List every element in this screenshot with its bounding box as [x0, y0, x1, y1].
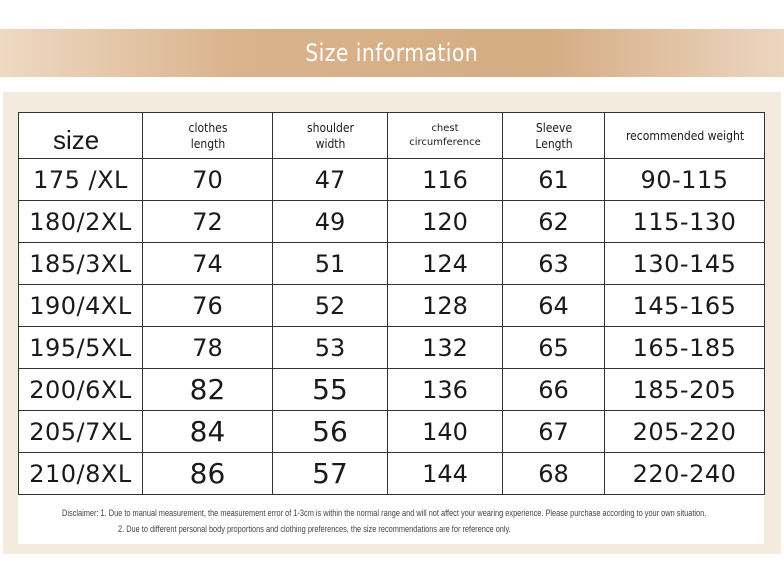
cell-clothes-length: 86	[142, 452, 273, 495]
cell-shoulder-width: 53	[272, 326, 388, 369]
header-shoulder-width: shoulder width	[277, 112, 383, 159]
cell-size: 195/5XL	[18, 326, 143, 369]
table-row: 200/6XL 82 55 136 66 185-205	[18, 368, 765, 411]
table-row: 180/2XL 72 49 120 62 115-130	[18, 200, 765, 243]
size-table: size clothes length shoulder width chest ci…	[18, 112, 765, 495]
cell-chest-circumference: 140	[387, 410, 503, 453]
disclaimer-line-1: Disclaimer: 1. Due to manual measurement…	[62, 508, 707, 518]
cell-chest-circumference: 116	[387, 158, 503, 201]
cell-size: 210/8XL	[18, 452, 143, 495]
cell-recommended-weight: 145-165	[604, 284, 765, 327]
cell-sleeve-length: 61	[502, 158, 605, 201]
cell-recommended-weight: 185-205	[604, 368, 765, 411]
cell-size: 175 /XL	[18, 158, 143, 201]
cell-shoulder-width: 49	[272, 200, 388, 243]
cell-chest-circumference: 128	[387, 284, 503, 327]
cell-size: 205/7XL	[18, 410, 143, 453]
table-row: 190/4XL 76 52 128 64 145-165	[18, 284, 765, 327]
cell-sleeve-length: 65	[502, 326, 605, 369]
cell-shoulder-width: 52	[272, 284, 388, 327]
table-header-row: size clothes length shoulder width chest ci…	[18, 112, 765, 159]
cell-shoulder-width: 56	[272, 410, 388, 453]
title-banner: Size information	[0, 29, 784, 77]
header-clothes-length: clothes length	[148, 112, 267, 159]
cell-size: 180/2XL	[18, 200, 143, 243]
cell-clothes-length: 76	[142, 284, 273, 327]
cell-sleeve-length: 62	[502, 200, 605, 243]
cell-recommended-weight: 130-145	[604, 242, 765, 285]
cell-shoulder-width: 55	[272, 368, 388, 411]
cell-chest-circumference: 124	[387, 242, 503, 285]
header-sleeve-length: Sleeve Length	[507, 112, 600, 159]
cell-sleeve-length: 68	[502, 452, 605, 495]
header-size: size	[18, 112, 143, 159]
cell-chest-circumference: 136	[387, 368, 503, 411]
table-row: 205/7XL 84 56 140 67 205-220	[18, 410, 765, 453]
table-row: 185/3XL 74 51 124 63 130-145	[18, 242, 765, 285]
cell-sleeve-length: 64	[502, 284, 605, 327]
cell-shoulder-width: 57	[272, 452, 388, 495]
cell-size: 185/3XL	[18, 242, 143, 285]
cell-clothes-length: 84	[142, 410, 273, 453]
cell-chest-circumference: 144	[387, 452, 503, 495]
disclaimer-line-2: 2. Due to different personal body propor…	[118, 524, 511, 534]
cell-recommended-weight: 90-115	[604, 158, 765, 201]
cell-chest-circumference: 132	[387, 326, 503, 369]
cell-sleeve-length: 66	[502, 368, 605, 411]
cell-clothes-length: 74	[142, 242, 273, 285]
cell-size: 190/4XL	[18, 284, 143, 327]
header-recommended-weight: recommended weight	[612, 112, 757, 159]
table-row: 195/5XL 78 53 132 65 165-185	[18, 326, 765, 369]
page-title: Size information	[305, 39, 479, 67]
disclaimer: Disclaimer: 1. Due to manual measurement…	[18, 500, 764, 544]
cell-clothes-length: 78	[142, 326, 273, 369]
cell-clothes-length: 72	[142, 200, 273, 243]
cell-shoulder-width: 47	[272, 158, 388, 201]
cell-recommended-weight: 220-240	[604, 452, 765, 495]
cell-recommended-weight: 165-185	[604, 326, 765, 369]
cell-sleeve-length: 63	[502, 242, 605, 285]
table-row: 175 /XL 70 47 116 61 90-115	[18, 158, 765, 201]
cell-clothes-length: 70	[142, 158, 273, 201]
cell-clothes-length: 82	[142, 368, 273, 411]
cell-recommended-weight: 115-130	[604, 200, 765, 243]
cell-sleeve-length: 67	[502, 410, 605, 453]
table-row: 210/8XL 86 57 144 68 220-240	[18, 452, 765, 495]
cell-shoulder-width: 51	[272, 242, 388, 285]
cell-size: 200/6XL	[18, 368, 143, 411]
cell-chest-circumference: 120	[387, 200, 503, 243]
header-chest-circumference: chest circumference	[387, 112, 503, 159]
cell-recommended-weight: 205-220	[604, 410, 765, 453]
